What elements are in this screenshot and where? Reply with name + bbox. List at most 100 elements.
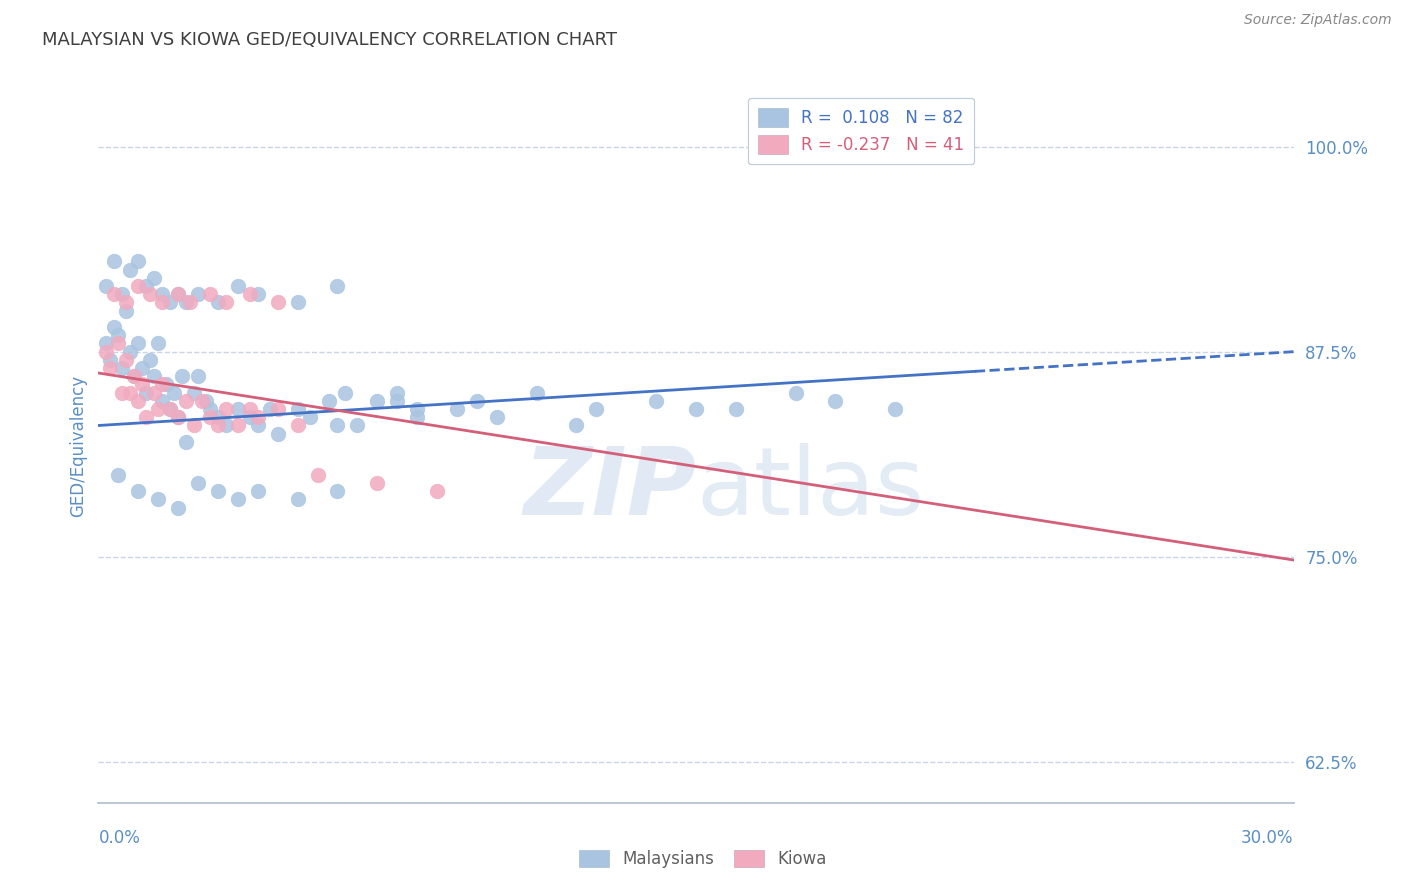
Point [191,393,214,408]
Point [167,410,190,425]
Point [645,393,668,408]
Point [150,377,173,392]
Point [239,287,262,301]
Point [198,287,221,301]
Point [207,410,229,425]
Point [267,426,290,441]
Text: atlas: atlas [696,442,924,535]
Point [124,369,146,384]
Point [127,279,149,293]
Point [335,385,357,400]
Point [159,295,181,310]
Point [465,393,488,408]
Point [159,402,181,417]
Point [246,484,269,499]
Point [226,279,249,293]
Point [96,336,118,351]
Point [207,484,229,499]
Point [215,418,238,433]
Point [287,295,309,310]
Point [226,492,249,507]
Point [226,402,249,417]
Point [111,287,134,301]
Point [685,402,707,417]
Point [96,344,118,359]
Point [174,393,197,408]
Point [259,402,281,417]
Text: MALAYSIAN VS KIOWA GED/EQUIVALENCY CORRELATION CHART: MALAYSIAN VS KIOWA GED/EQUIVALENCY CORRE… [42,31,617,49]
Legend: Malaysians, Kiowa: Malaysians, Kiowa [572,843,834,875]
Point [135,385,157,400]
Point [159,402,181,417]
Point [287,492,309,507]
Point [135,279,157,293]
Point [346,418,368,433]
Point [150,393,173,408]
Point [139,352,162,367]
Point [120,385,142,400]
Point [884,402,907,417]
Point [148,336,170,351]
Text: 0.0%: 0.0% [98,829,141,847]
Point [785,385,807,400]
Point [179,295,201,310]
Point [485,410,508,425]
Point [385,393,409,408]
Point [96,279,118,293]
Point [195,393,218,408]
Point [287,418,309,433]
Point [174,434,197,449]
Point [366,475,388,490]
Legend: R =  0.108   N = 82, R = -0.237   N = 41: R = 0.108 N = 82, R = -0.237 N = 41 [748,97,974,164]
Point [298,410,321,425]
Point [127,254,149,268]
Point [143,270,166,285]
Point [187,369,209,384]
Point [385,385,409,400]
Point [115,352,138,367]
Point [150,287,173,301]
Point [103,287,125,301]
Point [198,402,221,417]
Point [207,295,229,310]
Point [307,467,329,482]
Point [183,385,205,400]
Point [226,418,249,433]
Point [127,484,149,499]
Point [174,295,197,310]
Point [287,402,309,417]
Point [446,402,468,417]
Point [120,262,142,277]
Point [267,402,290,417]
Point [98,352,122,367]
Point [366,393,388,408]
Point [167,500,190,515]
Point [103,320,125,334]
Point [167,287,190,301]
Point [183,418,205,433]
Point [148,492,170,507]
Point [187,287,209,301]
Point [131,377,153,392]
Point [267,295,290,310]
Point [107,336,129,351]
Point [150,295,173,310]
Point [824,393,846,408]
Point [426,484,449,499]
Point [167,410,190,425]
Point [406,402,429,417]
Point [120,344,142,359]
Point [215,295,238,310]
Point [103,254,125,268]
Point [207,418,229,433]
Point [143,369,166,384]
Point [585,402,607,417]
Point [115,295,138,310]
Point [98,361,122,376]
Point [167,287,190,301]
Point [326,484,349,499]
Point [155,377,177,392]
Point [131,361,153,376]
Point [239,410,262,425]
Point [198,410,221,425]
